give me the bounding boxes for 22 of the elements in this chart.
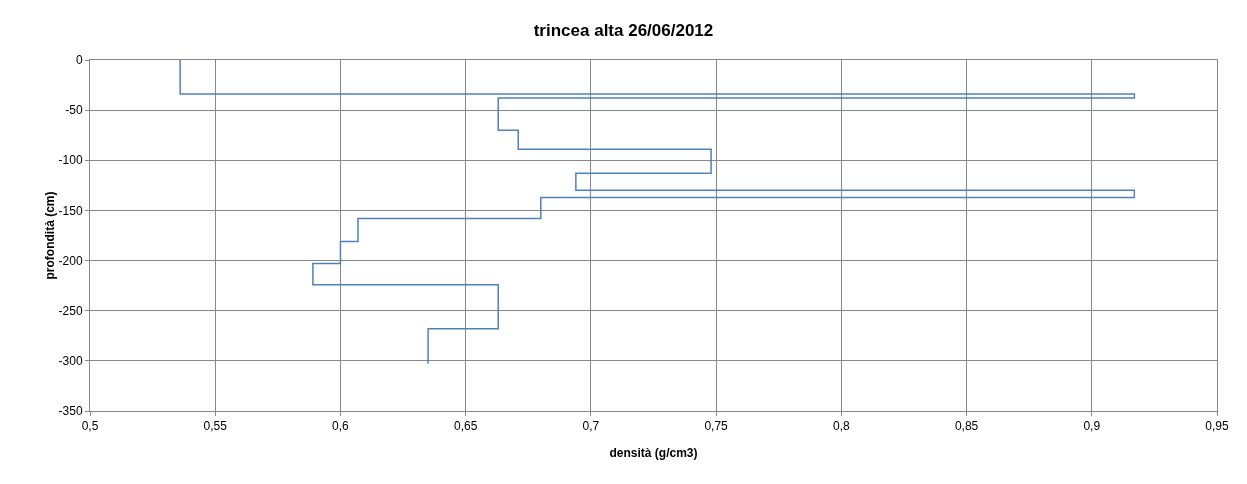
x-tick-label: 0,5 xyxy=(81,419,99,434)
y-tick-label: -250 xyxy=(58,303,83,318)
x-tick-label: 0,6 xyxy=(332,419,350,434)
x-tick-label: 0,75 xyxy=(704,419,729,434)
x-tick-label: 0,7 xyxy=(582,419,600,434)
y-axis-title: profondità (cm) xyxy=(42,191,57,280)
x-tick-label: 0,95 xyxy=(1205,419,1229,434)
x-axis-title: densità (g/cm3) xyxy=(609,446,698,460)
y-tick-label: -350 xyxy=(58,404,83,419)
y-tick-label: -200 xyxy=(58,253,83,268)
x-tick-label: 0,55 xyxy=(203,419,228,434)
y-tick-label: -100 xyxy=(58,153,83,168)
x-tick-label: 0,8 xyxy=(832,419,850,434)
y-tick-label: -50 xyxy=(65,103,83,118)
x-tick-label: 0,9 xyxy=(1083,419,1101,434)
y-tick-label: -300 xyxy=(58,354,83,369)
y-tick-label: -150 xyxy=(58,203,83,218)
x-tick-label: 0,65 xyxy=(453,419,478,434)
line-series xyxy=(179,60,1136,365)
chart-title: trincea alta 26/06/2012 xyxy=(533,21,714,41)
x-tick-label: 0,85 xyxy=(954,419,979,434)
y-tick-label: 0 xyxy=(75,53,83,68)
